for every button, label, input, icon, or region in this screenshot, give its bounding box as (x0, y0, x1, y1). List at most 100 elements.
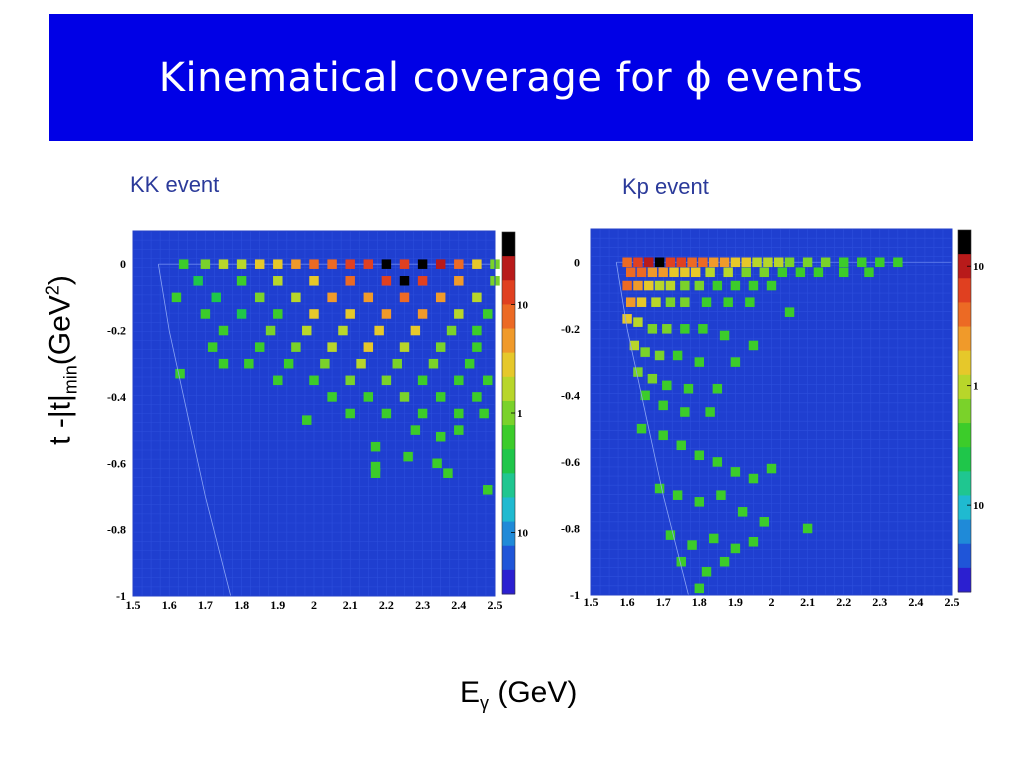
y-tick-label: -0.4 (561, 388, 580, 402)
colorbar-segment (502, 497, 515, 523)
heatmap-cell (472, 292, 482, 303)
heatmap-cell (417, 408, 428, 419)
heatmap-cell (254, 259, 265, 269)
heatmap-cell (838, 267, 849, 278)
x-tick-label: 2.3 (872, 595, 887, 609)
heatmap-cell (381, 309, 392, 319)
heatmap-cell (446, 325, 457, 336)
colorbar-segment (958, 350, 971, 376)
heatmap-cell (766, 463, 777, 474)
colorbar-segment (502, 376, 515, 402)
heatmap-cell (665, 297, 676, 307)
heatmap-cell (435, 292, 446, 303)
x-tick-label: 1.9 (270, 598, 285, 612)
heatmap-cell (716, 490, 726, 500)
x-tick-label: 2.4 (908, 595, 923, 609)
heatmap-cell (443, 468, 453, 478)
heatmap-cell (737, 507, 748, 517)
heatmap-cell (363, 392, 374, 402)
heatmap-cell (283, 358, 294, 369)
heatmap-cell (417, 309, 428, 319)
heatmap-cell (636, 267, 647, 278)
plot-frame (132, 230, 496, 597)
heatmap-cell (694, 357, 705, 367)
heatmap-cell (273, 276, 283, 286)
y-tick-label: 0 (120, 257, 126, 271)
heatmap-cell (784, 307, 795, 317)
heatmap-cell (200, 259, 211, 269)
heatmap-cell (647, 373, 658, 384)
colorbar-segment (958, 374, 971, 400)
heatmap-cell (211, 292, 221, 303)
heatmap-cell (759, 517, 769, 527)
colorbar-tick-label: 10 (973, 261, 985, 273)
heatmap-cell (254, 342, 265, 352)
heatmap-cell (719, 556, 730, 567)
x-tick-label: 1.7 (656, 595, 671, 609)
heatmap-cell (838, 257, 849, 268)
heatmap-cell (309, 276, 319, 286)
heatmap-cell (694, 583, 705, 594)
colorbar-segment (502, 328, 515, 354)
heatmap-cell (302, 325, 312, 336)
heatmap-cell (730, 543, 741, 554)
heatmap-cell (435, 259, 446, 269)
heatmap-cell (236, 259, 247, 269)
heatmap-cell (338, 325, 348, 336)
heatmap-cell (723, 297, 733, 307)
heatmap-cell (690, 267, 701, 278)
heatmap-cell (399, 276, 410, 286)
heatmap-cell (464, 358, 475, 369)
heatmap-cell (309, 309, 319, 319)
heatmap-cell (483, 485, 493, 495)
heatmap-cell (864, 267, 874, 278)
colorbar-segment (958, 230, 971, 255)
colorbar-segment (502, 304, 515, 330)
heatmap-cell (345, 309, 355, 319)
heatmap-cell (345, 408, 355, 419)
heatmap-cell (647, 267, 658, 278)
heatmap-cell (254, 292, 265, 303)
heatmap-cell (218, 259, 229, 269)
x-tick-label: 2.1 (800, 595, 815, 609)
heatmap-cell (709, 533, 719, 544)
heatmap-cell (625, 267, 636, 278)
heatmap-cell (701, 566, 712, 577)
colorbar-segment (502, 449, 515, 474)
x-tick-label: 1.5 (126, 598, 141, 612)
heatmap-cell (672, 490, 683, 500)
heatmap-cell (752, 257, 762, 268)
heatmap-cell (774, 257, 784, 268)
heatmap-cell (633, 367, 643, 377)
heatmap-cell (236, 309, 247, 319)
heatmap-cell (356, 358, 366, 369)
colorbar-tick-label: 1 (517, 408, 523, 420)
heatmap-cell (748, 340, 759, 351)
colorbar-segment (502, 473, 515, 498)
heatmap-cell (662, 380, 672, 391)
heatmap-cell (698, 257, 708, 268)
heatmap-cell (218, 325, 229, 336)
heatmap-cell (730, 467, 741, 477)
colorbar-tick-label: 10 (517, 527, 529, 539)
heatmap-cell (644, 280, 654, 291)
y-tick-label: -0.2 (107, 324, 126, 338)
heatmap-cell (622, 314, 632, 324)
heatmap-cell (820, 257, 831, 268)
panel-label-kk: KK event (130, 172, 220, 197)
heatmap-cell (730, 357, 741, 367)
heatmap-cell (701, 297, 712, 307)
heatmap-cell (381, 259, 392, 269)
heatmap-cell (719, 330, 730, 341)
x-axis-label-unit: (GeV) (497, 676, 578, 709)
x-tick-label: 1.5 (584, 595, 599, 609)
heatmap-cell (200, 309, 211, 319)
heatmap-cell (636, 423, 647, 434)
heatmap-cell (175, 368, 185, 379)
heatmap-cell (665, 530, 676, 540)
x-tick-label: 2.5 (488, 598, 503, 612)
colorbar-tick-label: 10 (517, 299, 529, 311)
y-tick-label: -0.4 (107, 390, 126, 404)
heatmap-cell (709, 257, 719, 268)
heatmap-cell (454, 276, 464, 286)
